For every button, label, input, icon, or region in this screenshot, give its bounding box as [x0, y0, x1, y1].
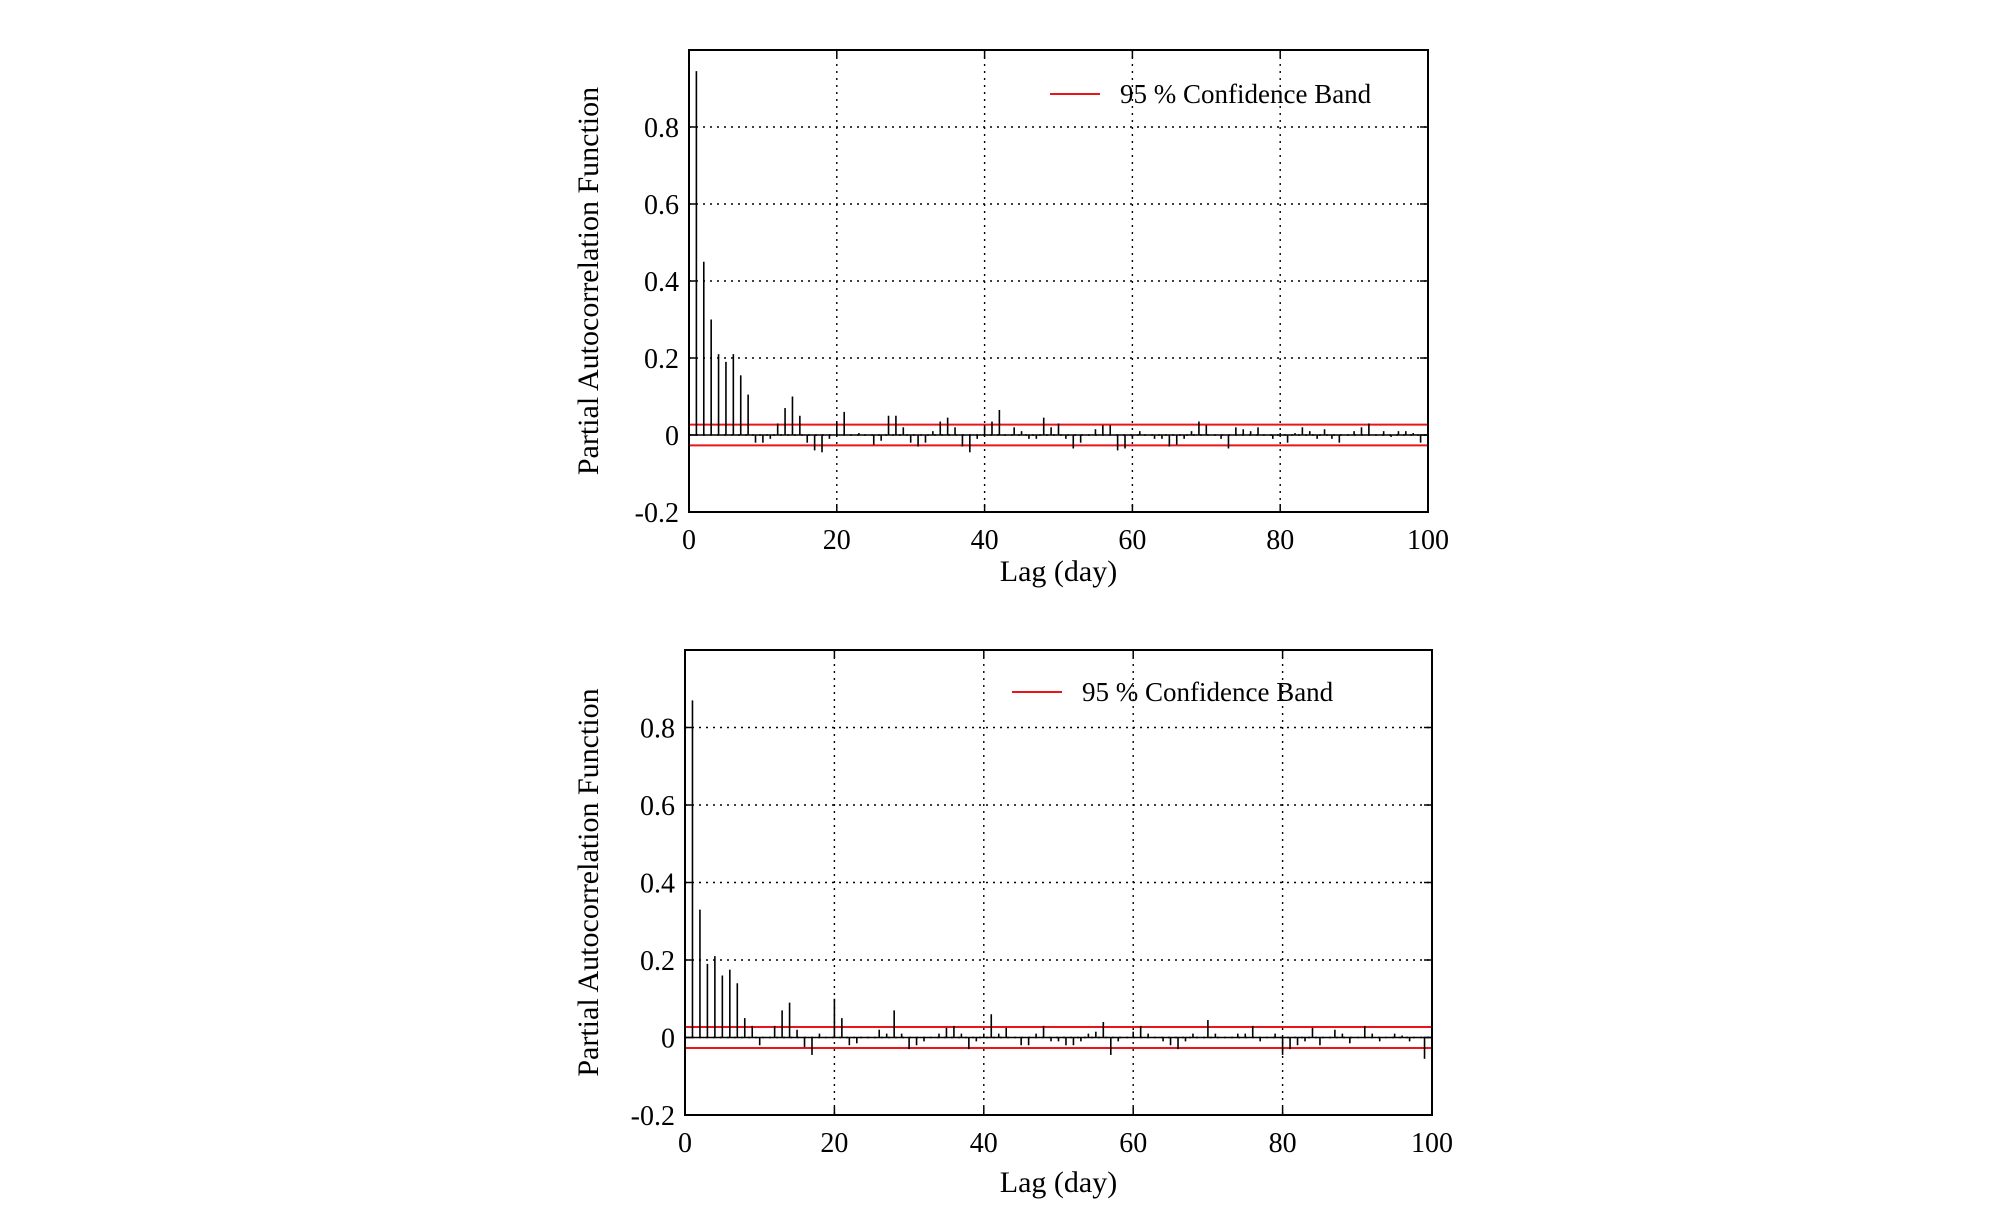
x-tick-label: 20	[820, 1128, 848, 1159]
x-tick-label: 40	[971, 525, 999, 556]
x-tick-label: 60	[1119, 1128, 1147, 1159]
y-axis-title: Partial Autocorrelation Function	[572, 688, 605, 1076]
x-tick-label: 0	[682, 525, 696, 556]
legend-label: 95 % Confidence Band	[1120, 79, 1372, 109]
y-tick-label: 0.2	[640, 946, 675, 977]
axis-ticks: 0 20 40 60 80 100-0.200.20.40.60.8	[635, 50, 1449, 556]
x-tick-label: 60	[1118, 525, 1146, 556]
pacf-chart-bottom: 0 20 40 60 80 100-0.200.20.40.60.8 95 % Confi…	[572, 649, 1453, 1199]
gridlines	[689, 50, 1428, 512]
x-tick-label: 100	[1407, 525, 1449, 556]
pacf-bars	[685, 700, 1433, 1059]
y-tick-label: 0	[661, 1024, 675, 1055]
gridlines	[685, 650, 1432, 1115]
legend: 95 % Confidence Band	[1050, 79, 1372, 109]
y-tick-label: -0.2	[635, 498, 679, 529]
y-tick-label: 0.8	[644, 113, 679, 144]
legend-label: 95 % Confidence Band	[1082, 677, 1334, 707]
pacf-bars	[689, 71, 1428, 453]
y-tick-label: 0.6	[640, 791, 675, 822]
pacf-chart-top: 0 20 40 60 80 100-0.200.20.40.60.8 95 % Confi…	[572, 49, 1449, 588]
plot-frame	[688, 49, 1429, 513]
y-tick-label: 0.8	[640, 714, 675, 745]
legend: 95 % Confidence Band	[1012, 677, 1334, 707]
y-tick-label: 0	[665, 421, 679, 452]
y-tick-label: -0.2	[631, 1101, 675, 1132]
y-tick-label: 0.6	[644, 190, 679, 221]
y-axis-title: Partial Autocorrelation Function	[572, 87, 605, 475]
x-axis-title: Lag (day)	[1000, 555, 1117, 588]
x-tick-label: 20	[823, 525, 851, 556]
x-tick-label: 80	[1266, 525, 1294, 556]
axis-ticks: 0 20 40 60 80 100-0.200.20.40.60.8	[631, 650, 1453, 1159]
y-tick-label: 0.4	[644, 267, 679, 298]
confidence-band	[685, 1026, 1432, 1049]
y-tick-label: 0.4	[640, 869, 675, 900]
x-axis-title: Lag (day)	[1000, 1166, 1117, 1199]
y-tick-label: 0.2	[644, 344, 679, 375]
x-tick-label: 0	[678, 1128, 692, 1159]
x-tick-label: 80	[1269, 1128, 1297, 1159]
x-tick-label: 40	[970, 1128, 998, 1159]
x-tick-label: 100	[1411, 1128, 1453, 1159]
